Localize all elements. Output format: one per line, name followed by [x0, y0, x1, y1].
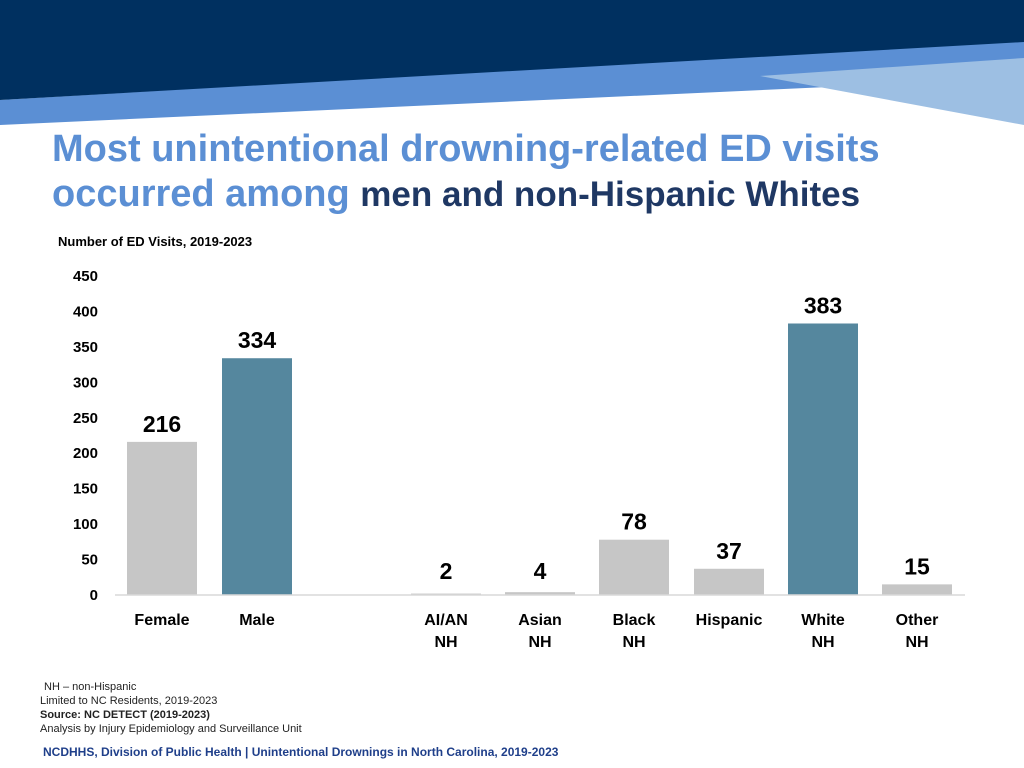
- banner-light-stripe: [0, 40, 1024, 125]
- footer-text: NCDHHS, Division of Public Health | Unin…: [43, 745, 559, 759]
- y-tick-label: 0: [90, 587, 98, 604]
- data-label: 37: [716, 538, 742, 564]
- x-tick-label: Black: [613, 612, 656, 629]
- note-nh: NH – non-Hispanic: [44, 681, 137, 693]
- bar: [788, 323, 858, 595]
- x-tick-label: White: [801, 612, 845, 629]
- bar: [882, 584, 952, 595]
- data-label: 334: [238, 327, 277, 353]
- y-tick-label: 300: [73, 374, 98, 391]
- bar: [599, 539, 669, 595]
- y-tick-label: 450: [73, 268, 98, 285]
- header-banner: [0, 0, 1024, 125]
- y-tick-label: 350: [73, 339, 98, 356]
- banner-dark-band: [0, 0, 1024, 100]
- chart-subtitle: Number of ED Visits, 2019-2023: [58, 234, 252, 249]
- x-tick-label: AI/AN: [424, 612, 468, 629]
- bars: [127, 323, 952, 595]
- bar: [505, 592, 575, 595]
- x-tick-label: Asian: [518, 612, 562, 629]
- x-tick-label: Other: [896, 612, 939, 629]
- bar: [222, 358, 292, 595]
- x-tick-label: Female: [134, 612, 189, 629]
- x-tick-label: NH: [622, 634, 645, 651]
- y-axis: 0 50 100 150 200 250 300 350 400 450: [73, 268, 98, 604]
- y-tick-label: 200: [73, 445, 98, 462]
- data-label: 383: [804, 292, 842, 318]
- y-tick-label: 50: [81, 552, 98, 569]
- data-label: 216: [143, 411, 181, 437]
- x-tick-label: Male: [239, 612, 275, 629]
- note-analysis: Analysis by Injury Epidemiology and Surv…: [40, 723, 302, 735]
- note-source: Source: NC DETECT (2019-2023): [40, 709, 210, 721]
- title-line2-lead: occurred among: [52, 173, 350, 215]
- x-tick-label: NH: [905, 634, 928, 651]
- data-label: 4: [534, 558, 547, 584]
- y-tick-label: 400: [73, 303, 98, 320]
- x-tick-label: NH: [811, 634, 834, 651]
- page-title: Most unintentional drowning-related ED v…: [52, 127, 1012, 217]
- note-limited: Limited to NC Residents, 2019-2023: [40, 695, 218, 707]
- bar: [127, 441, 197, 595]
- y-tick-label: 100: [73, 516, 98, 533]
- x-tick-label: NH: [528, 634, 551, 651]
- data-label: 2: [440, 558, 453, 584]
- title-line2-emphasis: men and non-Hispanic Whites: [360, 175, 861, 214]
- y-tick-label: 150: [73, 481, 98, 498]
- notes: NH – non-Hispanic Limited to NC Resident…: [40, 680, 302, 736]
- data-labels: 216 334 2 4 78 37 383 15: [143, 292, 930, 584]
- bar-chart: Number of ED Visits, 2019-2023 050100150…: [58, 234, 965, 651]
- data-label: 78: [621, 509, 647, 535]
- banner-pale-wedge: [760, 58, 1024, 125]
- x-axis: Female Male AI/AN NH Asian NH Black NH Hispanic W…: [115, 594, 965, 651]
- bar: [694, 568, 764, 595]
- x-tick-label: NH: [434, 634, 457, 651]
- x-tick-label: Hispanic: [696, 612, 763, 629]
- y-tick-label: 250: [73, 410, 98, 427]
- title-line1: Most unintentional drowning-related ED v…: [52, 128, 880, 170]
- data-label: 15: [904, 553, 930, 579]
